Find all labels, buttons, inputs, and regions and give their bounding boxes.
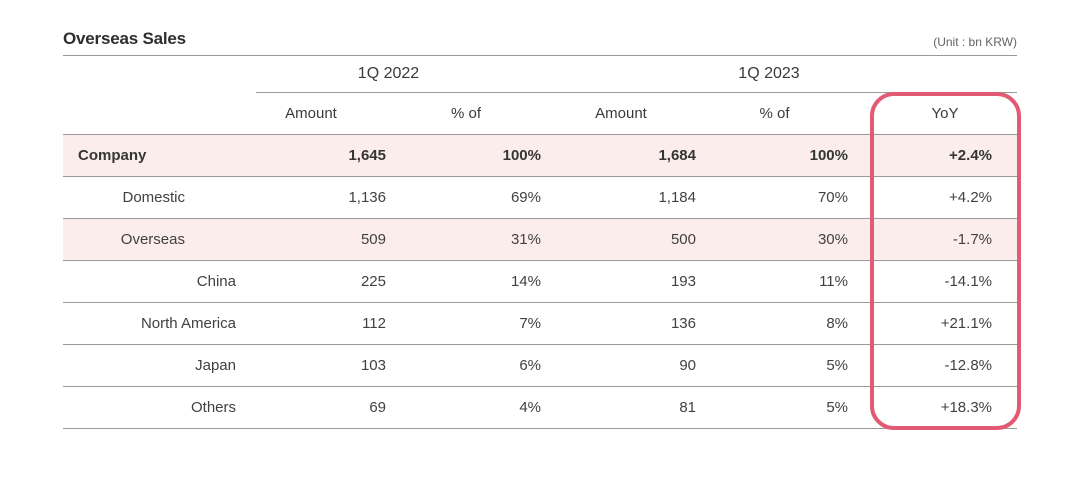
cell-yoy: -14.1%: [944, 273, 992, 290]
row-label: Japan: [195, 357, 236, 374]
cell-pct-2022: 14%: [510, 273, 541, 290]
column-header-pct-2023: % of: [759, 105, 790, 122]
table-row-domestic: Domestic 1,136 69% 1,184 70% +4.2%: [63, 177, 1017, 219]
column-header-pct-2022: % of: [450, 105, 481, 122]
cell-amount-2023: 1,184: [658, 189, 696, 206]
cell-yoy: +21.1%: [940, 315, 992, 332]
cell-pct-2023: 8%: [826, 315, 848, 332]
cell-yoy: -12.8%: [944, 357, 992, 374]
title-bar: Overseas Sales (Unit : bn KRW): [63, 0, 1017, 56]
column-header-amount-2023: Amount: [595, 105, 647, 122]
cell-pct-2022: 69%: [510, 189, 541, 206]
cell-amount-2022: 225: [360, 273, 386, 290]
column-group-row: 1Q 2022 1Q 2023: [63, 56, 1017, 93]
row-label: Domestic: [122, 189, 185, 206]
cell-pct-2023: 11%: [819, 273, 848, 290]
cell-yoy: +4.2%: [949, 189, 992, 206]
cell-amount-2023: 90: [679, 357, 696, 374]
row-label: Company: [78, 147, 147, 164]
table-row-japan: Japan 103 6% 90 5% -12.8%: [63, 345, 1017, 387]
cell-amount-2023: 193: [670, 273, 696, 290]
cell-amount-2023: 136: [670, 315, 696, 332]
table-row-north-america: North America 112 7% 136 8% +21.1%: [63, 303, 1017, 345]
cell-pct-2022: 7%: [519, 315, 541, 332]
cell-amount-2022: 1,136: [348, 189, 386, 206]
table-row-company: Company 1,645 100% 1,684 100% +2.4%: [63, 135, 1017, 177]
cell-pct-2023: 5%: [826, 357, 848, 374]
cell-amount-2022: 1,645: [348, 147, 386, 164]
cell-pct-2023: 30%: [817, 231, 848, 248]
row-label: Overseas: [120, 231, 185, 248]
column-header-spacer: [63, 93, 256, 134]
row-label: China: [196, 273, 236, 290]
row-label: Others: [190, 399, 236, 416]
cell-pct-2023: 100%: [809, 147, 848, 164]
cell-yoy: +2.4%: [949, 147, 992, 164]
cell-pct-2022: 31%: [510, 231, 541, 248]
column-header-amount-2022: Amount: [285, 105, 337, 122]
cell-pct-2022: 6%: [519, 357, 541, 374]
cell-pct-2023: 5%: [826, 399, 848, 416]
cell-amount-2022: 112: [362, 315, 386, 332]
column-header-row: Amount % of Amount % of YoY: [63, 93, 1017, 135]
cell-amount-2023: 81: [679, 399, 696, 416]
cell-yoy: -1.7%: [952, 231, 992, 248]
column-group-spacer: [63, 56, 256, 93]
row-label: North America: [140, 315, 236, 332]
cell-amount-2023: 500: [670, 231, 696, 248]
table-row-china: China 225 14% 193 11% -14.1%: [63, 261, 1017, 303]
column-group-1q2022: 1Q 2022: [256, 56, 566, 93]
cell-pct-2023: 70%: [817, 189, 848, 206]
cell-pct-2022: 100%: [502, 147, 541, 164]
cell-amount-2022: 103: [360, 357, 386, 374]
cell-amount-2022: 509: [360, 231, 386, 248]
cell-pct-2022: 4%: [519, 399, 541, 416]
unit-note: (Unit : bn KRW): [933, 35, 1017, 49]
cell-yoy: +18.3%: [940, 399, 992, 416]
column-header-yoy: YoY: [931, 105, 959, 122]
table-row-others: Others 69 4% 81 5% +18.3%: [63, 387, 1017, 429]
page-title: Overseas Sales: [63, 29, 186, 48]
cell-amount-2023: 1,684: [658, 147, 696, 164]
column-group-1q2023: 1Q 2023: [566, 56, 1017, 93]
table-row-overseas: Overseas 509 31% 500 30% -1.7%: [63, 219, 1017, 261]
cell-amount-2022: 69: [369, 399, 386, 416]
sales-table: 1Q 2022 1Q 2023 Amount % of Amount % of …: [63, 56, 1017, 429]
